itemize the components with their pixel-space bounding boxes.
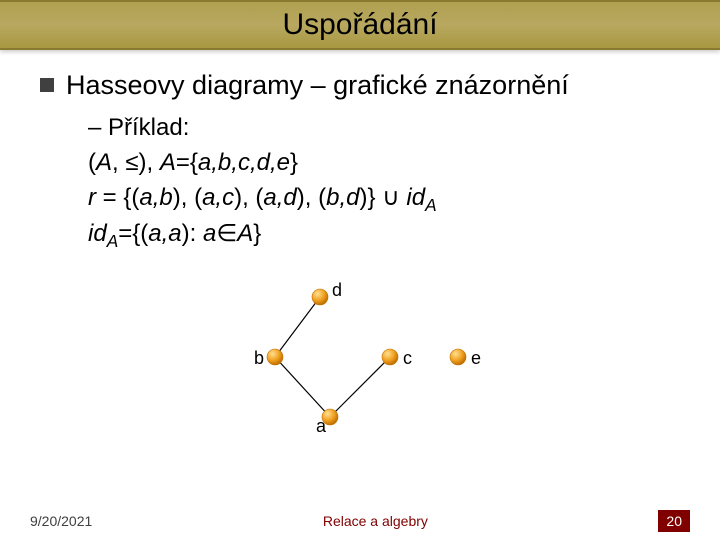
edge-b-d — [275, 297, 320, 357]
example-block: – Příklad: (A, ≤), A={a,b,c,d,e} r = {(a… — [88, 111, 680, 254]
hasse-diagram-wrap: a b c d e — [40, 272, 680, 442]
l2-id: id — [406, 184, 425, 211]
l3-close: } — [253, 220, 261, 247]
l2-s1: ), ( — [173, 184, 202, 211]
l2-s2: ), ( — [234, 184, 263, 211]
edge-a-c — [330, 357, 390, 417]
l2-mid: = {( — [96, 184, 139, 211]
l3-s1: ): — [182, 220, 203, 247]
l2-p2: a,c — [202, 184, 234, 211]
example-line-3: idA={(a,a): a∈A} — [88, 217, 680, 254]
node-label-e: e — [471, 348, 481, 368]
l2-p4: b,d — [326, 184, 359, 211]
footer-page-number: 20 — [658, 510, 690, 532]
content-area: Hasseovy diagramy – grafické znázornění … — [0, 50, 720, 442]
l1-A2: A — [160, 149, 176, 176]
l3-id: id — [88, 220, 107, 247]
node-label-c: c — [403, 348, 412, 368]
footer: 9/20/2021 Relace a algebry 20 — [0, 510, 720, 532]
l1-mid1: , ≤), — [112, 149, 160, 176]
l2-p1: a,b — [139, 184, 172, 211]
node-d — [312, 289, 328, 305]
l2-s4: )} ∪ — [359, 184, 406, 211]
l3-mid: ={( — [118, 220, 148, 247]
l3-idsub: A — [107, 231, 119, 251]
l1-close: } — [290, 149, 298, 176]
node-c — [382, 349, 398, 365]
section-heading-row: Hasseovy diagramy – grafické znázornění — [40, 70, 680, 101]
footer-title: Relace a algebry — [323, 513, 428, 529]
example-line-2: r = {(a,b), (a,c), (a,d), (b,d)} ∪ idA — [88, 181, 680, 218]
node-e — [450, 349, 466, 365]
node-label-d: d — [332, 280, 342, 300]
node-label-b: b — [254, 348, 264, 368]
section-heading: Hasseovy diagramy – grafické znázornění — [66, 70, 569, 101]
page-title: Uspořádání — [282, 8, 437, 42]
l1-pre: ( — [88, 149, 96, 176]
l3-A: A — [237, 220, 253, 247]
l3-in: ∈ — [216, 220, 237, 247]
edge-a-b — [275, 357, 330, 417]
hasse-diagram: a b c d e — [220, 272, 500, 442]
l1-set: a,b,c,d,e — [198, 149, 290, 176]
l1-A: A — [96, 149, 112, 176]
footer-date: 9/20/2021 — [30, 513, 92, 529]
l2-p3: a,d — [263, 184, 296, 211]
bullet-square-icon — [40, 78, 54, 92]
l2-s3: ), ( — [297, 184, 326, 211]
l3-a: a — [203, 220, 216, 247]
l1-eq: ={ — [176, 149, 198, 176]
example-label: – Příklad: — [88, 111, 680, 146]
example-line-1: (A, ≤), A={a,b,c,d,e} — [88, 146, 680, 181]
node-label-a: a — [316, 416, 327, 436]
l2-pre: r — [88, 184, 96, 211]
l3-aa: a,a — [148, 220, 181, 247]
title-bar: Uspořádání — [0, 0, 720, 50]
l2-idsub: A — [425, 194, 437, 214]
node-b — [267, 349, 283, 365]
